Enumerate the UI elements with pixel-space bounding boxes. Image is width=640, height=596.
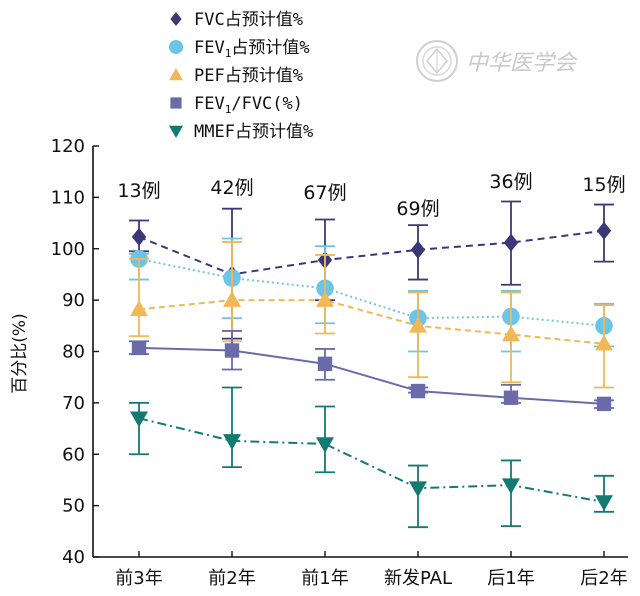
- x-tick-label: 新发PAL: [384, 568, 452, 589]
- legend-item-2: PEF占预计值%: [169, 66, 303, 86]
- legend-item-3: FEV1/FVC(%): [170, 94, 303, 116]
- data-point: [130, 411, 148, 428]
- series-line: [138, 258, 605, 327]
- sample-counts: 13例 42例 67例 69例 36例 15例: [117, 171, 625, 220]
- series-line: [138, 346, 605, 405]
- legend-label: MMEF占预计值%: [194, 122, 313, 142]
- legend-item-1: FEV1占预计值%: [168, 38, 310, 60]
- data-point: [223, 291, 241, 307]
- sample-count-label: 13例: [117, 180, 160, 202]
- legend-label-part: 1: [225, 47, 232, 60]
- data-point: [595, 334, 613, 351]
- x-tick-label: 后1年: [487, 568, 534, 589]
- sample-count-label: 67例: [303, 182, 346, 204]
- data-point: [410, 383, 426, 399]
- y-tick-label: 40: [62, 547, 85, 568]
- legend-label-part: FVC占预计值%: [194, 10, 303, 30]
- y-tick-label: 80: [62, 342, 85, 363]
- y-tick-label: 70: [62, 393, 85, 414]
- y-tick-label: 110: [51, 187, 85, 208]
- data-point: [409, 481, 427, 498]
- series-0: [129, 200, 614, 340]
- series-line: [138, 229, 605, 276]
- axes: 40 50 60 70 80 90 100 110 120 前3年 前2年 前1年 新发PAL 后1年 后2…: [10, 136, 628, 589]
- y-tick-label: 120: [51, 136, 85, 157]
- data-point: [595, 495, 613, 512]
- y-tick-label: 90: [62, 290, 85, 311]
- data-point: [409, 316, 427, 333]
- y-axis-label: 百分比(%): [10, 313, 30, 393]
- publisher-logo: 中华医学会: [416, 40, 578, 82]
- legend-marker: [169, 125, 183, 138]
- legend-item-0: FVC占预计值%: [170, 10, 303, 30]
- series-3: [129, 330, 614, 412]
- sample-count-label: 15例: [582, 174, 625, 196]
- data-point: [596, 396, 612, 412]
- legend-label-part: 占预计值%: [231, 38, 309, 58]
- sample-count-label: 69例: [396, 198, 439, 220]
- x-tick-label: 前3年: [115, 568, 162, 589]
- y-tick-label: 100: [51, 239, 85, 260]
- data-point: [223, 434, 241, 450]
- data-point: [410, 240, 426, 259]
- data-point: [131, 340, 147, 356]
- legend-marker: [169, 68, 183, 81]
- legend-marker: [168, 39, 184, 55]
- legend-label: FVC占预计值%: [194, 10, 303, 30]
- data-point: [502, 325, 520, 342]
- logo-text: 中华医学会: [466, 51, 578, 76]
- series-2: [129, 241, 614, 389]
- data-point: [316, 437, 334, 453]
- data-point: [503, 390, 519, 405]
- legend-marker: [170, 12, 182, 26]
- data-point: [224, 343, 240, 358]
- legend-label-part: FEV: [194, 94, 225, 114]
- x-tick-label: 前2年: [208, 568, 255, 589]
- legend-label: FEV1占预计值%: [194, 38, 310, 60]
- series-4: [129, 386, 614, 529]
- y-tick-label: 50: [62, 496, 85, 517]
- seal-icon: [416, 40, 458, 82]
- plot-area: [129, 200, 614, 529]
- data-point: [596, 221, 612, 240]
- series-line: [138, 299, 605, 345]
- data-point: [131, 227, 147, 246]
- data-point: [316, 291, 334, 307]
- data-point: [503, 233, 519, 252]
- data-point: [502, 478, 520, 495]
- x-tick-label: 后2年: [580, 568, 627, 589]
- legend-label-part: 1: [225, 103, 232, 116]
- legend: FVC占预计值%FEV1占预计值%PEF占预计值%FEV1/FVC(%)MMEF…: [168, 10, 313, 142]
- y-tick-label: 60: [62, 444, 85, 465]
- data-point: [317, 356, 333, 372]
- data-point: [130, 300, 148, 317]
- legend-marker: [170, 97, 182, 109]
- legend-item-4: MMEF占预计值%: [169, 122, 313, 142]
- legend-label: FEV1/FVC(%): [194, 94, 303, 116]
- legend-label: PEF占预计值%: [194, 66, 303, 86]
- x-tick-label: 前1年: [301, 568, 348, 589]
- sample-count-label: 42例: [210, 177, 253, 199]
- series-line: [138, 417, 605, 504]
- legend-label-part: PEF占预计值%: [194, 66, 303, 86]
- legend-label-part: /FVC(%): [231, 94, 303, 114]
- legend-label-part: FEV: [194, 38, 225, 58]
- sample-count-label: 36例: [489, 171, 532, 193]
- legend-label-part: MMEF占预计值%: [194, 122, 313, 142]
